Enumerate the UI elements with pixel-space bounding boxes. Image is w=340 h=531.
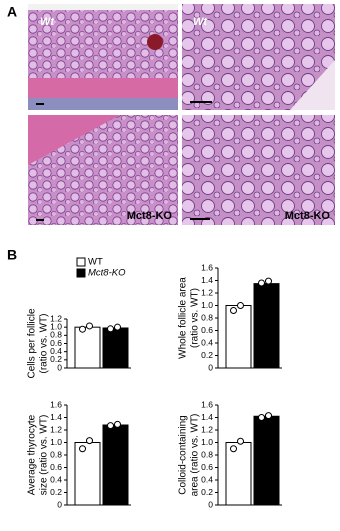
y-tick-label: 1.6 [201,399,213,409]
image-label: Wt [193,16,208,28]
image-label: Mct8-KO [285,210,331,222]
y-axis-label: size (ratio vs. WT) [39,415,50,496]
panel-label: B [7,247,17,263]
data-point [86,437,93,445]
bar [225,442,252,506]
y-tick-label: 0.4 [50,474,62,484]
y-tick-label: 1.2 [50,424,62,434]
y-tick-label: 1.2 [201,424,213,434]
data-point [86,322,93,330]
y-tick-label: 0 [208,362,213,372]
data-point [79,445,86,453]
y-tick-label: 0 [208,499,213,509]
bar [74,442,101,506]
y-axis-label: Colloid-containing [178,415,189,495]
micrograph [28,4,178,110]
y-tick-label: 1.4 [201,275,213,285]
y-axis-label: (ratio vs. WT) [39,314,50,374]
image-label: Wt [40,16,55,28]
y-tick-label: 0.8 [50,449,62,459]
y-tick-label: 0.2 [50,487,62,497]
y-axis-label: Average thyrocyte [27,414,38,495]
y-tick-label: 0 [57,362,62,372]
data-point [107,422,114,430]
data-point [107,325,114,333]
data-point [114,420,121,428]
y-tick-label: 1.2 [201,287,213,297]
y-tick-label: 0.2 [201,350,213,360]
data-point [265,277,272,285]
y-tick-label: 1.4 [201,412,213,422]
y-tick-label: 0.8 [201,449,213,459]
y-tick-label: 0.6 [50,462,62,472]
legend-label: WT [88,257,103,268]
y-tick-label: 0.4 [50,346,62,356]
y-tick-label: 0.8 [201,312,213,322]
data-point [237,437,244,445]
micrograph [182,115,335,225]
y-tick-label: 1.0 [50,321,62,331]
y-tick-label: 0.2 [50,354,62,364]
y-tick-label: 0.6 [201,462,213,472]
y-tick-label: 1.0 [201,437,213,447]
legend-label: Mct8-KO [88,268,126,279]
y-tick-label: 1.0 [50,437,62,447]
panel-label: A [7,4,17,20]
legend-swatch [76,268,86,278]
y-axis-label: area (ratio vs. WT) [190,414,201,497]
y-tick-label: 0.4 [201,474,213,484]
y-tick-label: 0.6 [50,338,62,348]
y-tick-label: 1.6 [50,399,62,409]
y-tick-label: 1.6 [201,262,213,272]
bar [253,415,280,506]
legend-swatch [76,257,86,267]
data-point [230,445,237,453]
y-tick-label: 1.4 [50,412,62,422]
data-point [230,307,237,314]
data-point [114,323,121,331]
y-tick-label: 1.2 [50,313,62,323]
bar [102,327,129,369]
micrograph [28,115,178,225]
image-label: Mct8-KO [127,210,173,222]
y-tick-label: 1.0 [201,300,213,310]
y-tick-label: 0.6 [201,325,213,335]
y-tick-label: 0 [57,499,62,509]
y-axis-label: Cells per follicle [27,308,38,378]
y-tick-label: 0.2 [201,487,213,497]
y-axis-label: (ratio vs. WT) [190,288,201,348]
micrograph [182,4,335,110]
bar [225,305,252,369]
data-point [237,302,244,309]
y-axis-label: Whole follicle area [178,277,189,359]
data-point [265,412,272,420]
data-point [79,325,86,333]
bar [74,326,101,369]
bar [253,283,280,369]
bar [102,424,129,506]
y-tick-label: 0.8 [50,330,62,340]
data-point [258,279,265,287]
data-point [258,414,265,421]
y-tick-label: 0.4 [201,337,213,347]
